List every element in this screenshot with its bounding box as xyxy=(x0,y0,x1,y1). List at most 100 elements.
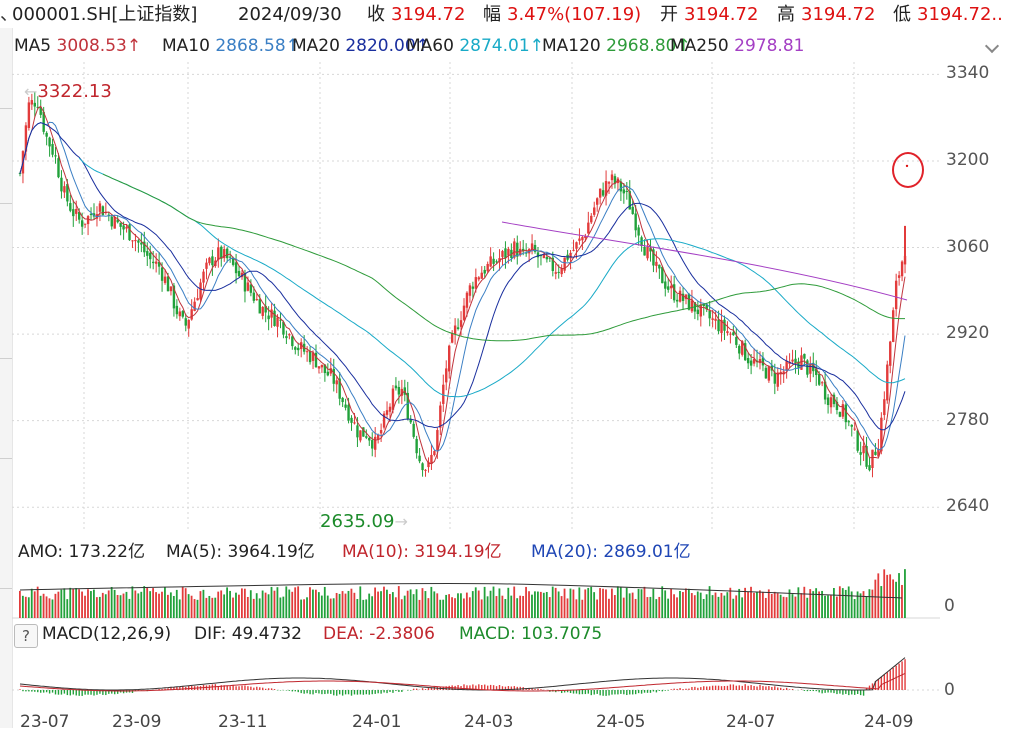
high-value: 3194.72 xyxy=(801,4,876,25)
candle-body xyxy=(89,213,93,216)
volume-bar xyxy=(542,592,545,618)
volume-bar xyxy=(178,599,181,618)
candle-body xyxy=(820,382,824,384)
candle-body xyxy=(486,263,489,272)
volume-bar xyxy=(454,598,456,618)
candle-body xyxy=(791,359,794,362)
volume-bar xyxy=(519,595,522,618)
ma-dropdown[interactable] xyxy=(984,36,1000,55)
time-tick-23-11: 23-11 xyxy=(218,712,268,732)
left-sidebar[interactable] xyxy=(0,28,13,728)
macd-header: ? MACD(12,26,9) DIF: 49.4732 DEA: -2.380… xyxy=(0,624,1011,650)
volume-bar xyxy=(19,590,21,618)
volume-bar xyxy=(738,588,741,618)
volume-bar xyxy=(187,594,190,618)
candle-body xyxy=(406,392,409,419)
candle-body xyxy=(483,269,486,274)
candle-body xyxy=(282,321,285,335)
candle-body xyxy=(634,213,637,231)
candle-body xyxy=(764,367,768,379)
volume-bar xyxy=(492,586,495,618)
volume-bar xyxy=(107,590,110,618)
volume-bar xyxy=(516,598,519,618)
volume-bar xyxy=(335,592,338,618)
candle-body xyxy=(397,386,401,395)
ma-legend-label: MA120 xyxy=(542,36,607,56)
candle-body xyxy=(880,417,883,452)
candle-body xyxy=(376,435,380,440)
candle-body xyxy=(365,436,368,438)
candle-body xyxy=(492,258,495,264)
macd-dea: DEA: -2.3806 xyxy=(323,624,435,644)
time-axis: 23-07 23-09 23-11 24-01 24-03 24-05 24-07 24-09 xyxy=(12,712,940,734)
volume-bar xyxy=(161,591,163,618)
candle-body xyxy=(593,207,596,215)
volume-bar xyxy=(306,597,308,618)
ma-legend-ma5: MA5 3008.53↑ xyxy=(14,38,141,55)
candle-body xyxy=(581,237,584,241)
candle-body xyxy=(30,100,34,105)
volume-bar xyxy=(815,588,818,618)
volume-bar xyxy=(193,599,196,618)
volume-bar xyxy=(214,597,217,618)
candle-body xyxy=(341,397,344,403)
candle-body xyxy=(335,380,338,385)
candle-body xyxy=(379,430,383,434)
amo-ma5: MA(5): 3964.19亿 xyxy=(166,542,315,562)
volume-bar xyxy=(764,597,767,618)
candle-body xyxy=(267,315,270,320)
volume-bar xyxy=(258,598,261,618)
volume-bar xyxy=(172,595,175,618)
candle-body xyxy=(33,102,36,107)
macd-chart[interactable] xyxy=(12,652,940,708)
macd-label[interactable]: MACD(12,26,9) xyxy=(42,624,172,644)
candle-body xyxy=(782,371,785,375)
candle-body xyxy=(729,333,732,335)
volume-bar xyxy=(566,598,569,618)
candle-body xyxy=(243,273,247,292)
candle-body xyxy=(726,331,729,334)
price-axis: 3340 3200 3060 2920 2780 2640 xyxy=(940,62,1011,532)
volume-bar xyxy=(424,591,427,618)
volume-bar xyxy=(806,597,809,618)
volume-bar xyxy=(312,589,314,618)
candle-body xyxy=(220,246,223,259)
volume-bar xyxy=(489,590,492,618)
help-icon[interactable]: ? xyxy=(14,624,38,648)
volume-bar xyxy=(539,591,542,618)
volume-bar xyxy=(146,588,149,618)
security-code[interactable]: 000001.SH[上证指数] xyxy=(12,4,198,25)
candle-body xyxy=(480,272,483,279)
change-label: 幅 xyxy=(483,4,501,25)
candle-body xyxy=(613,176,617,184)
ma-legend-value: 2968.80↑ xyxy=(606,36,691,56)
volume-bar xyxy=(868,589,871,618)
red-circle-mark xyxy=(892,152,924,188)
candle-body xyxy=(675,299,679,302)
amo-label: AMO: 173.22亿 xyxy=(18,542,145,562)
volume-bar xyxy=(433,591,436,618)
volume-bar xyxy=(551,586,554,618)
amount-chart[interactable] xyxy=(12,568,940,620)
volume-bar xyxy=(874,579,877,618)
volume-bar xyxy=(33,591,36,618)
volume-bar xyxy=(66,599,69,618)
volume-bar xyxy=(291,591,294,618)
volume-bar xyxy=(167,594,169,618)
candle-body xyxy=(607,182,611,184)
volume-bar xyxy=(110,586,113,618)
volume-bar xyxy=(682,592,684,618)
volume-bar xyxy=(374,587,376,618)
volume-bar xyxy=(720,592,723,618)
candle-body xyxy=(616,178,620,184)
volume-bar xyxy=(217,591,220,618)
candle-body xyxy=(575,242,578,249)
volume-bar xyxy=(282,596,285,618)
volume-bar xyxy=(643,586,646,618)
candle-body xyxy=(338,378,341,399)
candle-body xyxy=(146,251,149,256)
price-chart[interactable] xyxy=(12,62,940,532)
volume-bar xyxy=(708,586,711,618)
volume-bar xyxy=(276,587,279,618)
volume-bar xyxy=(572,589,575,618)
